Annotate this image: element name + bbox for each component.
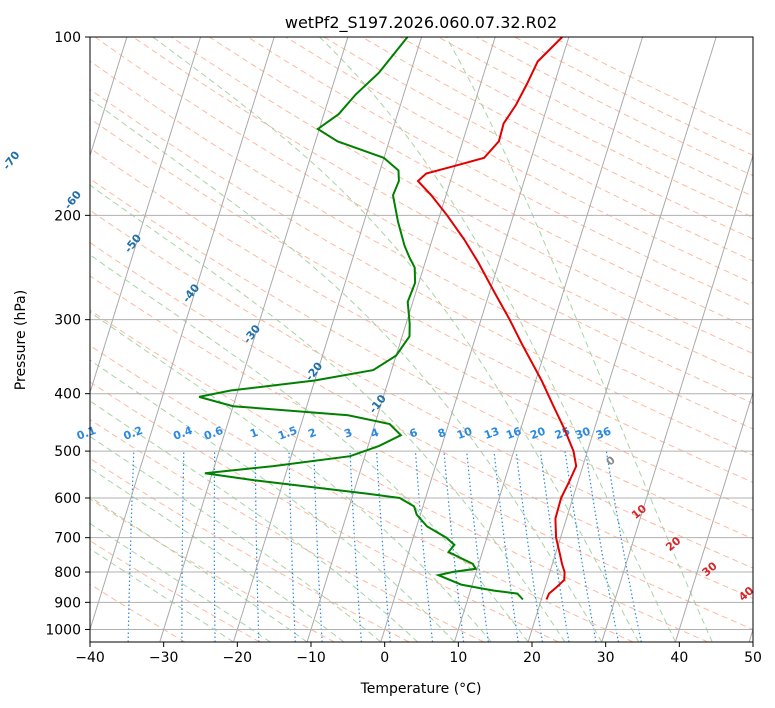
isotherm-line (159, 37, 349, 642)
dry-adiabat (247, 37, 753, 307)
y-tick-label: 900 (54, 595, 81, 611)
moist-adiabat (90, 522, 271, 642)
mixing-ratio-line (515, 451, 543, 642)
moist-adiabat (90, 311, 492, 642)
dry-adiabat (209, 37, 753, 331)
moist-adiabat (152, 37, 640, 642)
mixing-ratio-label: 2 (306, 426, 318, 441)
dry-adiabat (94, 37, 753, 404)
dry-adiabat (90, 583, 186, 642)
mixing-ratio-label: 16 (504, 424, 523, 442)
mixing-ratio-label: 4 (369, 426, 381, 441)
x-axis-ticks: −40 −30 −20 −10 0 10 20 30 40 50 (75, 642, 762, 666)
moist-adiabat (90, 435, 382, 642)
series-dewpoint-line (198, 37, 524, 601)
mixing-ratio-label: 13 (482, 425, 501, 442)
dry-adiabat (90, 147, 753, 511)
y-tick-label: 1000 (45, 622, 81, 638)
mixing-ratio-line (539, 451, 570, 642)
x-tick-label: 40 (670, 650, 688, 666)
isotherm-line (527, 37, 717, 642)
dry-adiabat (90, 60, 753, 430)
x-tick-label: −40 (75, 650, 105, 666)
isotherm-line (601, 153, 753, 642)
y-tick-label: 200 (54, 208, 81, 224)
moist-adiabat (90, 400, 418, 642)
dry-adiabat (90, 540, 260, 642)
isotherm-line (90, 37, 128, 158)
isotherm-line (232, 37, 423, 642)
mixing-ratio-label: 0.4 (171, 424, 194, 443)
moist-adiabat (319, 37, 676, 642)
y-tick-label: 800 (54, 565, 81, 581)
dry-adiabat (90, 309, 709, 642)
pressure-grid (90, 37, 753, 630)
isotherm-line (674, 390, 753, 642)
isotherm-line (90, 37, 202, 395)
moist-adiabat (90, 254, 529, 642)
mixing-ratio-label: 1 (248, 426, 260, 441)
mixing-ratio-label: 6 (408, 426, 420, 441)
x-tick-label: −30 (149, 650, 179, 666)
x-tick-label: 20 (523, 650, 541, 666)
isotherms (90, 37, 753, 642)
isotherm-line (90, 37, 275, 632)
x-tick-label: −20 (223, 650, 253, 666)
x-tick-label: −10 (296, 650, 326, 666)
chart-title: wetPf2_S197.2026.060.07.32.R02 (285, 13, 557, 33)
y-tick-label: 300 (54, 313, 81, 329)
x-tick-label: 30 (597, 650, 615, 666)
mixing-ratio-line (605, 451, 642, 642)
dry-adiabat (90, 275, 753, 630)
dry-adiabat (90, 381, 559, 642)
x-axis-title: Temperature (°C) (360, 681, 482, 697)
isotherm-line (453, 37, 644, 642)
moist-adiabats (90, 37, 713, 642)
profiles (198, 37, 578, 601)
isotherm-line (380, 37, 570, 642)
mixing-ratio-line (414, 451, 434, 642)
mixing-ratio-label: 1.5 (276, 424, 299, 443)
y-tick-label: 700 (54, 531, 81, 547)
moist-adiabat (90, 184, 566, 642)
y-axis-ticks: 100 200 300 400 500 600 700 800 900 1000 (45, 30, 90, 638)
y-tick-label: 600 (54, 491, 81, 507)
plot-frame (89, 36, 754, 643)
mixing-ratio-label: 20 (528, 424, 547, 442)
x-tick-label: 10 (449, 650, 467, 666)
dry-adiabat (90, 418, 484, 642)
moist-adiabat (445, 37, 713, 642)
mixing-ratio-label: 0.1 (75, 424, 98, 443)
isotherm-line (306, 37, 496, 642)
mixing-ratio-label: 10 (455, 424, 474, 442)
dry-adiabat (90, 117, 753, 483)
mixing-ratio-label: 3 (343, 426, 355, 441)
dry-adiabat (90, 178, 753, 540)
series-temperature-line (416, 37, 578, 600)
mixing-ratio-label: 8 (436, 426, 448, 441)
mixing-ratio-line (466, 451, 489, 642)
moist-adiabat (90, 98, 603, 642)
x-tick-label: 0 (380, 650, 389, 666)
mixing-ratio-line (443, 451, 465, 642)
moist-adiabat (90, 467, 345, 642)
y-tick-label: 100 (54, 30, 81, 46)
y-axis-title: Pressure (hPa) (13, 290, 29, 390)
mixing-ratio-line (493, 451, 519, 642)
mixing-ratio-label: 36 (594, 424, 613, 442)
mixing-ratio-label: 0.2 (122, 424, 145, 443)
y-tick-label: 400 (54, 387, 81, 403)
mixing-ratio-label: 0.6 (202, 424, 225, 443)
mixing-ratio-label: 30 (573, 424, 592, 442)
y-tick-label: 500 (54, 444, 81, 460)
dry-adiabats (90, 37, 753, 642)
x-tick-label: 50 (744, 650, 762, 666)
